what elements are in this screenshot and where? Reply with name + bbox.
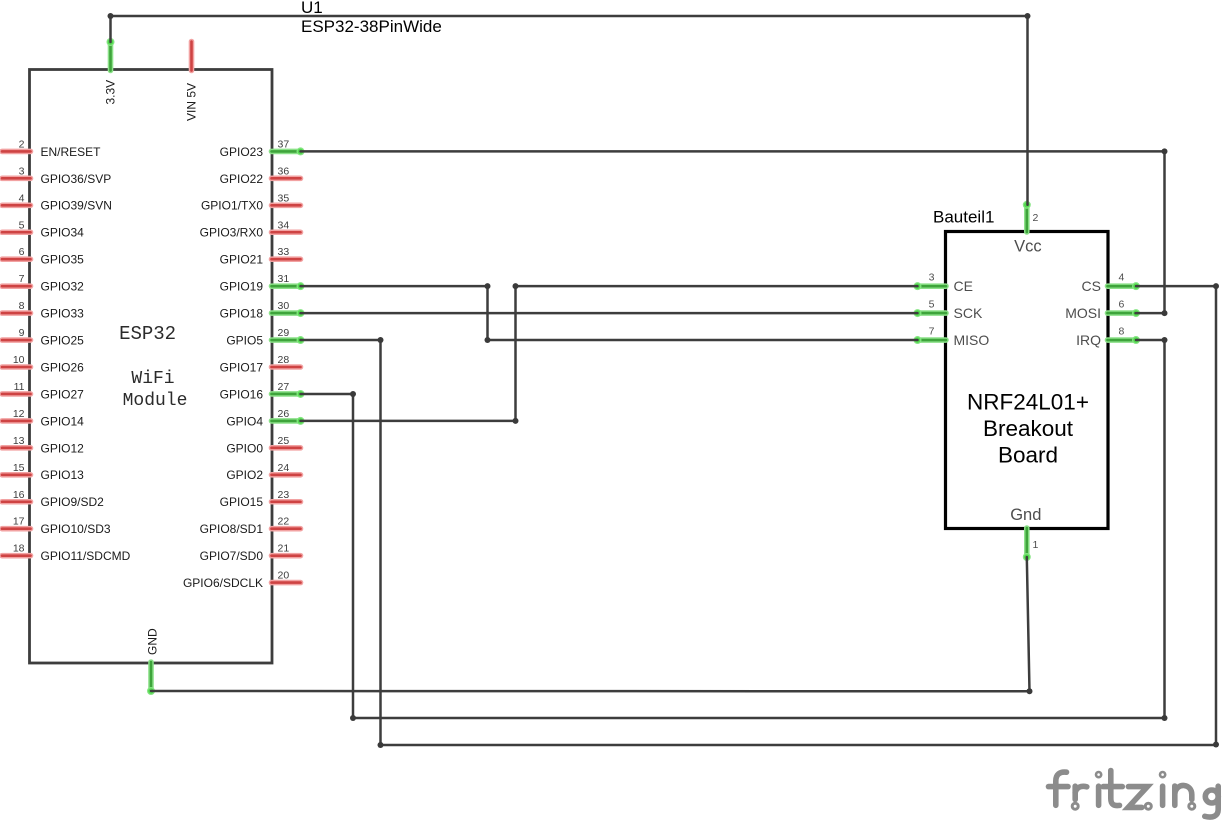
svg-text:GPIO3/RX0: GPIO3/RX0 [200, 226, 264, 240]
svg-text:GPIO2: GPIO2 [226, 468, 263, 482]
svg-text:6: 6 [1119, 299, 1125, 311]
svg-text:GPIO6/SDCLK: GPIO6/SDCLK [183, 576, 263, 590]
svg-text:2: 2 [19, 138, 25, 150]
svg-text:EN/RESET: EN/RESET [41, 145, 102, 159]
svg-text:10: 10 [13, 354, 25, 366]
svg-text:35: 35 [278, 192, 290, 204]
svg-text:Vcc: Vcc [1014, 238, 1042, 256]
svg-text:Breakout: Breakout [983, 416, 1074, 441]
svg-text:12: 12 [13, 408, 25, 420]
svg-text:GPIO39/SVN: GPIO39/SVN [41, 199, 112, 213]
svg-text:36: 36 [278, 165, 290, 177]
svg-text:U1: U1 [301, 0, 323, 17]
svg-text:GPIO32: GPIO32 [41, 280, 85, 294]
svg-text:4: 4 [1119, 272, 1125, 284]
svg-text:17: 17 [13, 516, 25, 528]
svg-text:22: 22 [278, 516, 290, 528]
svg-text:GND: GND [146, 628, 160, 655]
svg-text:GPIO14: GPIO14 [41, 414, 85, 428]
svg-text:CE: CE [954, 278, 973, 294]
svg-text:GPIO23: GPIO23 [220, 145, 264, 159]
svg-text:15: 15 [13, 462, 25, 474]
svg-text:Gnd: Gnd [1010, 506, 1041, 524]
svg-text:GPIO16: GPIO16 [220, 387, 264, 401]
svg-text:21: 21 [278, 543, 290, 555]
svg-text:GPIO27: GPIO27 [41, 387, 85, 401]
svg-text:GPIO12: GPIO12 [41, 441, 85, 455]
svg-text:9: 9 [19, 327, 25, 339]
svg-text:33: 33 [278, 246, 290, 258]
svg-text:ESP32: ESP32 [119, 323, 176, 345]
svg-text:Board: Board [998, 443, 1058, 468]
svg-text:8: 8 [1119, 326, 1125, 338]
svg-text:20: 20 [278, 570, 290, 582]
svg-text:VIN 5V: VIN 5V [185, 83, 199, 121]
svg-text:GPIO11/SDCMD: GPIO11/SDCMD [41, 549, 131, 563]
svg-text:26: 26 [278, 408, 290, 420]
svg-text:GPIO1/TX0: GPIO1/TX0 [201, 199, 263, 213]
svg-text:WiFi: WiFi [131, 369, 174, 389]
svg-text:Bauteil1: Bauteil1 [933, 208, 994, 227]
svg-text:2: 2 [1033, 212, 1039, 224]
svg-text:11: 11 [14, 381, 25, 393]
svg-text:GPIO26: GPIO26 [41, 360, 85, 374]
svg-text:GPIO13: GPIO13 [41, 468, 85, 482]
svg-text:SCK: SCK [954, 305, 983, 321]
svg-text:MISO: MISO [954, 332, 990, 348]
svg-text:GPIO10/SD3: GPIO10/SD3 [41, 522, 111, 536]
svg-text:GPIO9/SD2: GPIO9/SD2 [41, 495, 105, 509]
svg-text:28: 28 [278, 354, 290, 366]
svg-text:GPIO8/SD1: GPIO8/SD1 [200, 522, 264, 536]
svg-text:Module: Module [123, 391, 188, 411]
svg-text:6: 6 [19, 246, 25, 258]
svg-text:GPIO21: GPIO21 [220, 253, 264, 267]
svg-text:CS: CS [1082, 278, 1101, 294]
svg-text:GPIO17: GPIO17 [220, 360, 264, 374]
svg-text:5: 5 [19, 219, 25, 231]
svg-text:GPIO35: GPIO35 [41, 253, 85, 267]
svg-text:27: 27 [278, 381, 290, 393]
svg-text:ESP32-38PinWide: ESP32-38PinWide [301, 17, 442, 36]
svg-text:GPIO33: GPIO33 [41, 307, 85, 321]
svg-text:3: 3 [929, 272, 935, 284]
svg-text:3: 3 [19, 165, 25, 177]
svg-text:NRF24L01+: NRF24L01+ [967, 390, 1089, 415]
svg-text:GPIO25: GPIO25 [41, 333, 85, 347]
svg-text:31: 31 [278, 273, 290, 285]
svg-text:30: 30 [278, 300, 290, 312]
svg-text:16: 16 [13, 489, 25, 501]
svg-text:IRQ: IRQ [1076, 332, 1101, 348]
svg-text:GPIO15: GPIO15 [220, 495, 264, 509]
svg-text:GPIO0: GPIO0 [226, 441, 263, 455]
svg-text:GPIO34: GPIO34 [41, 226, 85, 240]
svg-text:8: 8 [19, 300, 25, 312]
svg-text:GPIO7/SD0: GPIO7/SD0 [200, 549, 264, 563]
svg-text:MOSI: MOSI [1065, 305, 1101, 321]
svg-text:18: 18 [13, 543, 25, 555]
svg-text:4: 4 [19, 192, 25, 204]
svg-text:37: 37 [278, 138, 290, 150]
svg-text:23: 23 [278, 489, 290, 501]
svg-text:GPIO4: GPIO4 [226, 414, 263, 428]
svg-text:GPIO22: GPIO22 [220, 172, 264, 186]
svg-text:7: 7 [19, 273, 25, 285]
svg-text:13: 13 [13, 435, 25, 447]
svg-text:GPIO19: GPIO19 [220, 280, 264, 294]
svg-text:34: 34 [278, 219, 290, 231]
svg-text:GPIO18: GPIO18 [220, 307, 264, 321]
svg-text:25: 25 [278, 435, 290, 447]
svg-text:7: 7 [929, 326, 935, 338]
svg-text:5: 5 [929, 299, 935, 311]
svg-text:29: 29 [278, 327, 290, 339]
svg-text:24: 24 [278, 462, 290, 474]
svg-text:GPIO36/SVP: GPIO36/SVP [41, 172, 112, 186]
svg-text:3.3V: 3.3V [104, 80, 118, 105]
svg-text:GPIO5: GPIO5 [226, 333, 263, 347]
svg-text:1: 1 [1033, 539, 1039, 551]
